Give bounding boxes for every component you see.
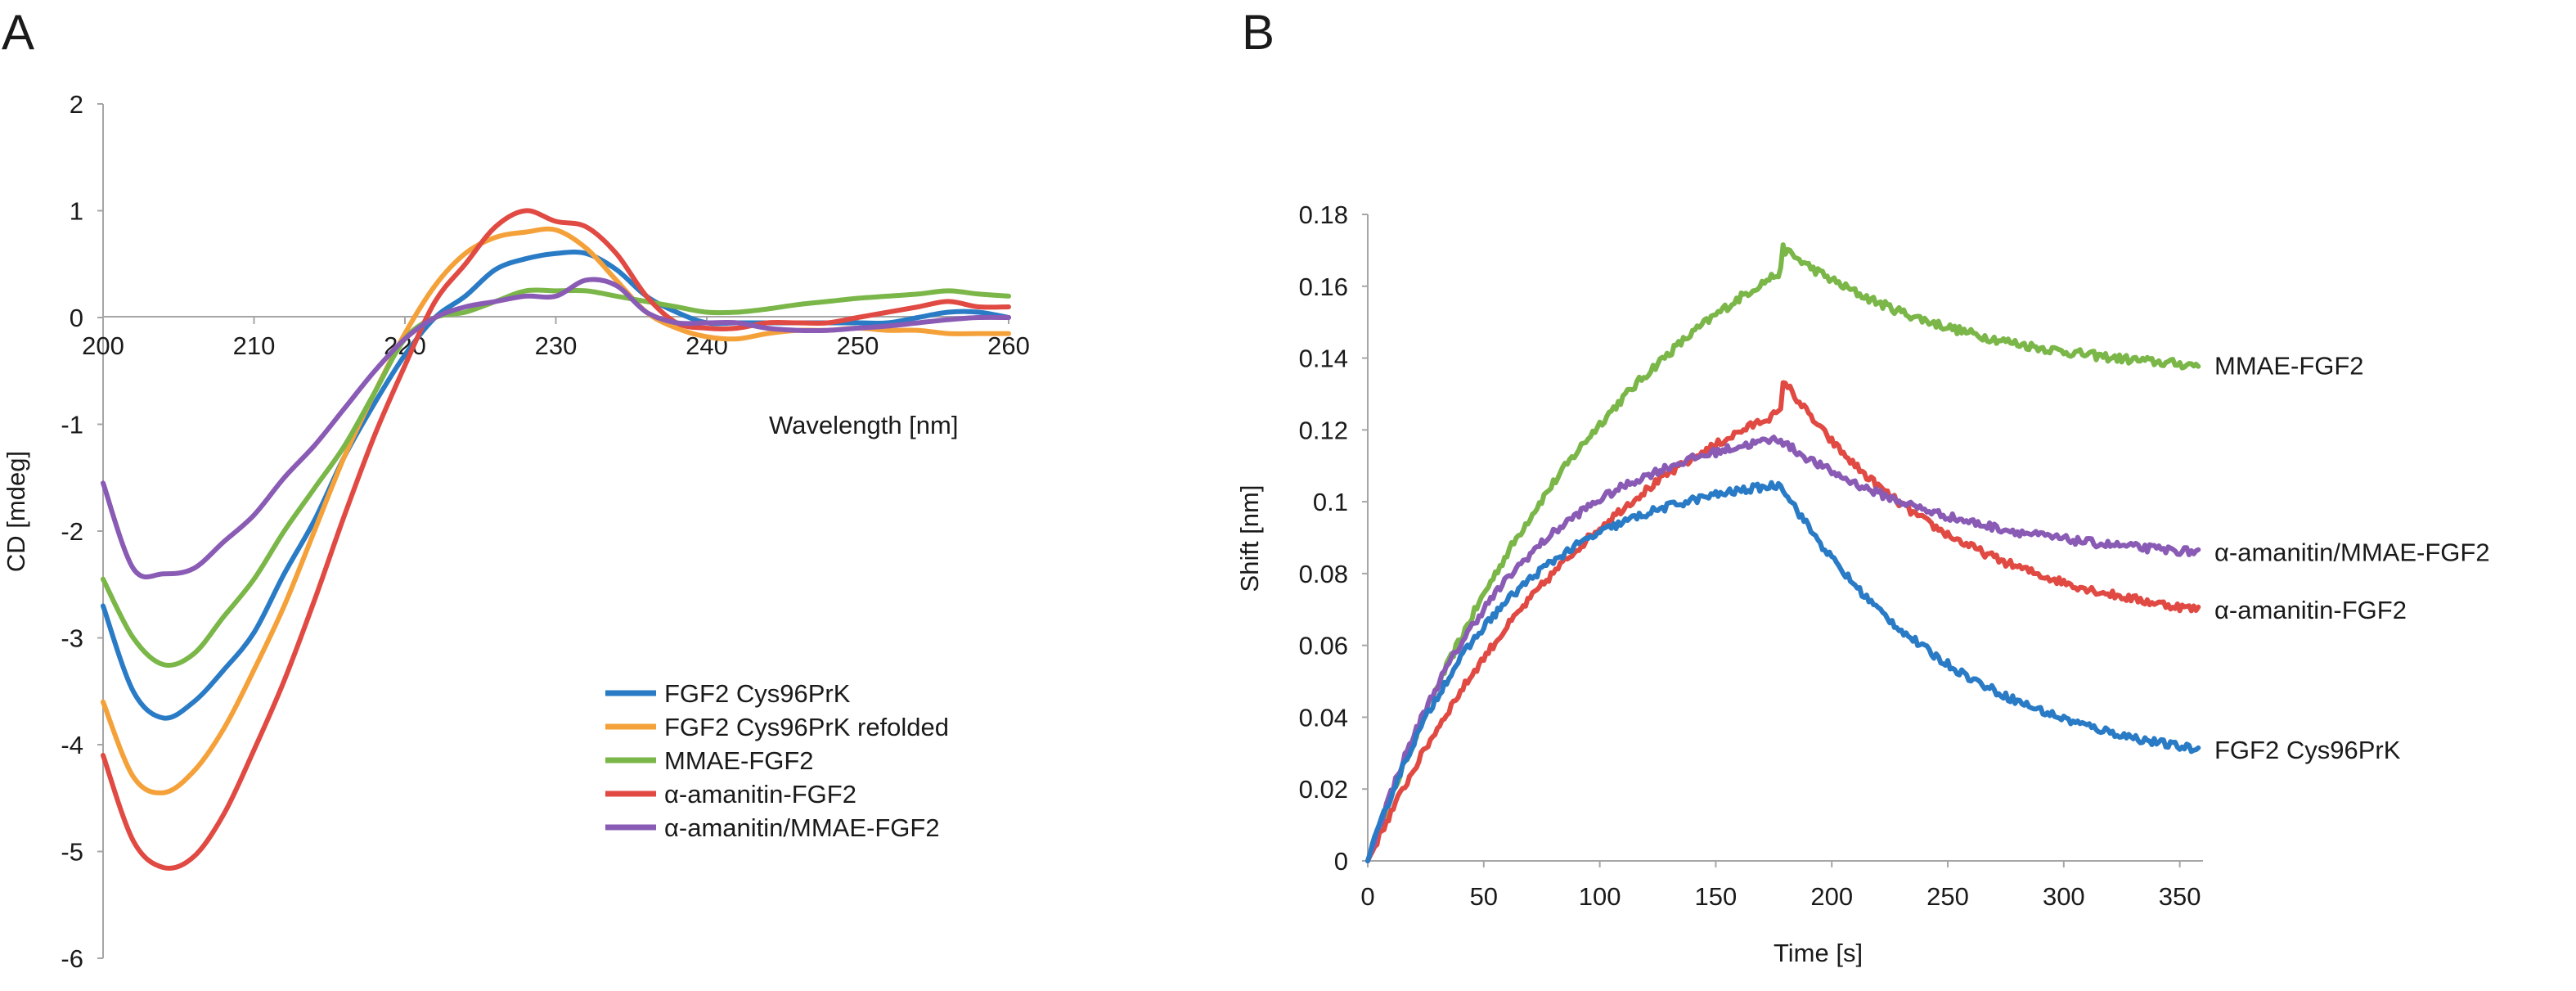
panel-a-series-mmae-fgf2	[101, 287, 1011, 668]
panel-a-x-ticks: 200 210 220 230 240 250 260	[82, 318, 1030, 360]
panel-b-series	[1365, 242, 2201, 863]
panel-a-x-tick-label: 230	[535, 331, 578, 360]
panel-a-y-label: CD [mdeg]	[2, 451, 30, 572]
panel-b-series-fgf2-cys96prk	[1365, 480, 2201, 863]
panel-b-y-label: Shift [nm]	[1235, 485, 1264, 592]
panel-b-series-mmae-fgf2	[1365, 242, 2201, 863]
panel-b-y-tick-label: 0	[1334, 847, 1348, 876]
panel-b-y-tick-label: 0.12	[1299, 416, 1348, 444]
panel-a-x-tick-label: 210	[233, 331, 276, 360]
panel-b-x-tick-label: 250	[1926, 882, 1969, 911]
panel-b-x-tick-label: 50	[1470, 882, 1498, 911]
panel-a-y-ticks: 2 1 0 -1 -2 -3 -4 -5 -6	[61, 90, 103, 973]
panel-a-x-tick-label: 250	[837, 331, 879, 360]
panel-a-legend-label: FGF2 Cys96PrK	[664, 679, 851, 708]
panel-a-y-tick-label: -2	[61, 517, 83, 546]
panel-a-series-fgf2-cys96prk	[101, 249, 1011, 721]
panel-a-chart: A 210-1-2-3-4-5-6 200 210 220 230 240 250 260 …	[2, 5, 1030, 973]
panel-b-chart: B 0 0.02 0.04 0.06 0.08 0.1 0.12 0.14 0.16 0.18 0…	[1235, 5, 2490, 967]
panel-a-legend-label: α-amanitin/MMAE-FGF2	[664, 813, 940, 842]
panel-a-y-tick-label: -1	[61, 411, 83, 439]
panel-b-y-tick-label: 0.02	[1299, 775, 1348, 804]
panel-b-y-tick-label: 0.04	[1299, 703, 1348, 732]
panel-a-series	[101, 208, 1011, 871]
panel-b-x-tick-label: 100	[1579, 882, 1621, 911]
panel-b-x-tick-label: 200	[1810, 882, 1853, 911]
panel-b-x-tick-label: 150	[1695, 882, 1738, 911]
panel-a-y-tick-label: -4	[61, 731, 83, 759]
panel-a-x-label: Wavelength [nm]	[769, 411, 958, 439]
panel-a-y-tick-label: -5	[61, 838, 83, 867]
panel-b-series-label-fgf2-cys96prk: FGF2 Cys96PrK	[2214, 736, 2401, 764]
panel-b-y-tick-label: 0.16	[1299, 273, 1348, 301]
panel-b-series-alpha-amanitin-fgf2	[1365, 380, 2201, 863]
panel-b-series-alpha-amanitin-mmae-fgf2	[1365, 435, 2201, 863]
panel-a-y-tick-label: -3	[61, 624, 83, 653]
panel-a-series-alpha-amanitin-fgf2	[101, 208, 1011, 871]
panel-b-y-tick-label: 0.1	[1313, 488, 1348, 516]
panel-a-y-tick-label: -6	[61, 944, 83, 973]
panel-a-series-alpha-amanitin-mmae-fgf2	[101, 277, 1011, 579]
panel-b-y-ticks: 0 0.02 0.04 0.06 0.08 0.1 0.12 0.14 0.16 0.18	[1299, 200, 1368, 876]
panel-b-x-label: Time [s]	[1774, 939, 1863, 967]
panel-b-x-tick-label: 350	[2159, 882, 2201, 911]
panel-a-x-tick-label: 260	[987, 331, 1030, 360]
panel-b-series-label-alpha-amanitin-mmae-fgf2: α-amanitin/MMAE-FGF2	[2214, 538, 2490, 567]
panel-b-letter: B	[1242, 5, 1275, 60]
panel-b-series-labels: MMAE-FGF2 α-amanitin-FGF2 α-amanitin/MMAE-…	[2214, 351, 2490, 764]
panel-a-legend-label: MMAE-FGF2	[664, 746, 814, 775]
panel-b-y-tick-label: 0.18	[1299, 200, 1348, 229]
panel-a-y-tick-label: 0	[70, 304, 83, 332]
panel-b-x-tick-label: 0	[1360, 882, 1374, 911]
panel-b-y-tick-label: 0.06	[1299, 632, 1348, 660]
panel-b-series-label-alpha-amanitin-fgf2: α-amanitin-FGF2	[2214, 596, 2407, 624]
panel-b-y-tick-label: 0.14	[1299, 345, 1348, 373]
panel-a-letter: A	[2, 5, 34, 60]
panel-b-y-tick-label: 0.08	[1299, 560, 1348, 588]
panel-b-series-label-mmae-fgf2: MMAE-FGF2	[2214, 351, 2364, 380]
panel-b-x-ticks: 0 50 100 150 200 250 300 350	[1360, 861, 2201, 911]
panel-a-legend-label: α-amanitin-FGF2	[664, 780, 856, 809]
panel-a-legend-label: FGF2 Cys96PrK refolded	[664, 713, 949, 741]
panel-a-legend: FGF2 Cys96PrK FGF2 Cys96PrK refolded MMAE-…	[605, 679, 949, 842]
panel-a-y-tick-label: 1	[70, 197, 83, 226]
panel-a-y-tick-label: 2	[70, 90, 83, 119]
panel-b-x-tick-label: 300	[2043, 882, 2085, 911]
panel-a-x-tick-label: 200	[82, 331, 124, 360]
